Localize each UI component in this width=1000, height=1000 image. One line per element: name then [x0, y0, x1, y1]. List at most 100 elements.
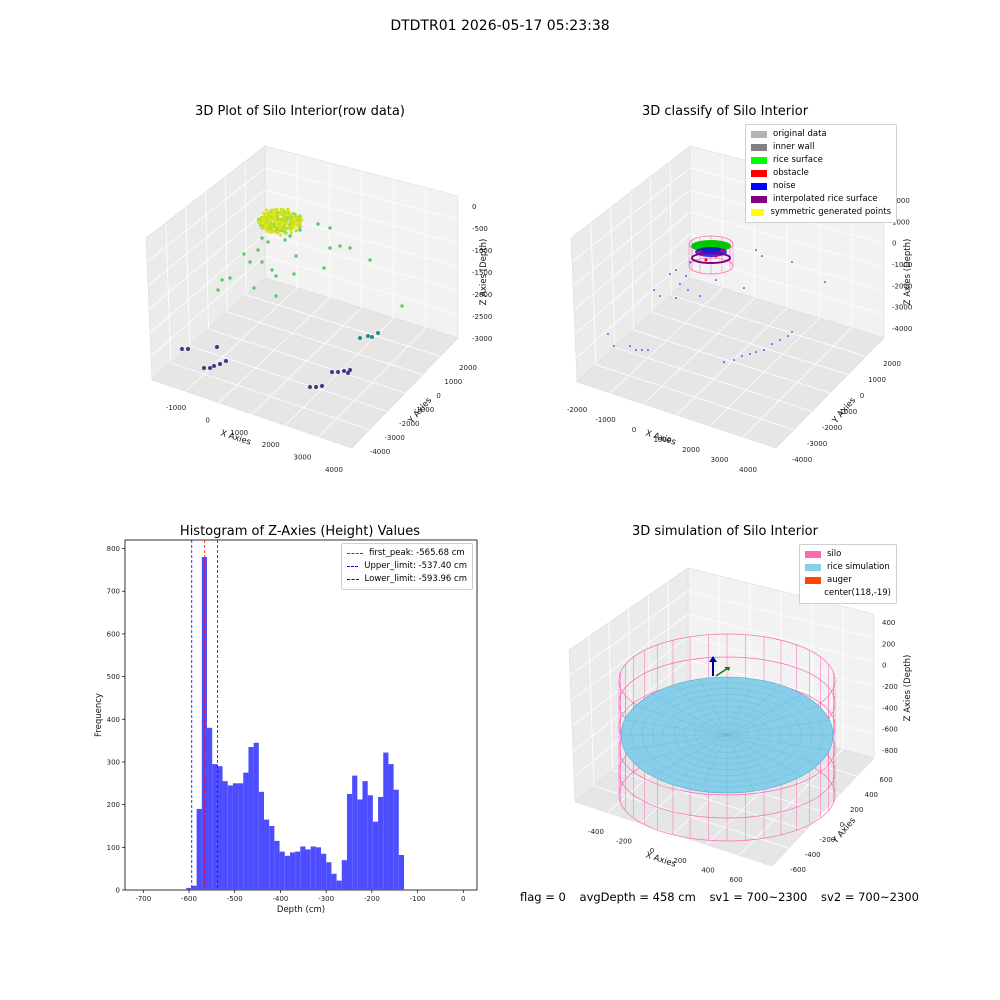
raw-x-tick: 2000	[262, 441, 280, 449]
cls-noise-point	[675, 269, 677, 271]
cls-noise-point	[791, 261, 793, 263]
histogram-ytick-label: 0	[116, 887, 120, 895]
histogram-legend-label: first_peak: -565.68 cm	[369, 547, 465, 560]
histogram-bar	[337, 881, 342, 890]
histogram-bar	[378, 797, 383, 890]
simulation-legend-label: rice simulation	[827, 561, 890, 574]
histogram-bar	[191, 886, 196, 890]
raw-point	[216, 288, 219, 291]
cls-y-tick: -2000	[822, 424, 842, 432]
raw-point	[316, 222, 319, 225]
cls-noise-point	[635, 349, 637, 351]
histogram-bar	[295, 852, 300, 890]
simulation-legend-label: auger	[827, 574, 852, 587]
cls-x-tick: 2000	[682, 446, 700, 454]
raw-z-tick: -3000	[472, 335, 492, 343]
raw-y-tick: 2000	[459, 364, 477, 372]
sv1-text: sv1 = 700~2300	[709, 890, 807, 904]
simulation-legend-swatch	[805, 577, 821, 584]
raw-point	[283, 238, 286, 241]
histogram-bar	[280, 852, 285, 890]
classify-legend-label: noise	[773, 180, 796, 193]
raw-point	[289, 221, 292, 224]
sim-z-label: Z Axies (Depth)	[903, 655, 913, 722]
histogram-legend-swatch	[347, 553, 363, 554]
cls-noise-point	[629, 345, 631, 347]
histogram-bar	[212, 764, 217, 890]
simulation-legend: silo rice simulation auger center(118,-19)	[799, 544, 897, 604]
raw-point	[266, 240, 269, 243]
histogram-ytick-label: 400	[107, 716, 120, 724]
raw-point	[282, 212, 285, 215]
classify-legend-label: interpolated rice surface	[773, 193, 878, 206]
classify-legend-item: rice surface	[751, 154, 891, 167]
classify-legend-item: original data	[751, 128, 891, 141]
raw-point	[270, 268, 273, 271]
cls-obstacle-point	[699, 251, 702, 254]
cls-obstacle-point	[715, 255, 718, 258]
raw-x-tick: 4000	[325, 466, 343, 474]
histogram-bar	[394, 790, 399, 890]
sim-z-tick: -600	[882, 726, 898, 734]
classify-legend-swatch	[751, 209, 764, 216]
raw-z-tick: 0	[472, 203, 476, 211]
raw-point	[215, 345, 219, 349]
raw-point	[298, 214, 301, 217]
raw-point	[358, 336, 362, 340]
cls-noise-point	[607, 333, 609, 335]
raw-point	[328, 246, 331, 249]
histogram-xtick-label: -600	[181, 895, 197, 903]
raw-point	[208, 366, 212, 370]
raw-y-tick: -4000	[370, 448, 390, 456]
cls-noise-point	[679, 283, 681, 285]
sim-x-tick: -200	[616, 838, 632, 846]
classify-legend-item: symmetric generated points	[751, 206, 891, 219]
raw-point	[279, 229, 282, 232]
raw-point	[212, 364, 216, 368]
raw-point	[202, 366, 206, 370]
raw-point	[283, 218, 286, 221]
sim-y-tick: -600	[790, 866, 806, 874]
sv2-text: sv2 = 700~2300	[821, 890, 919, 904]
cls-x-tick: 0	[632, 426, 636, 434]
raw-point	[376, 331, 380, 335]
cls-x-tick: -2000	[567, 406, 587, 414]
raw-point	[284, 226, 287, 229]
classify-legend-swatch	[751, 157, 767, 164]
sim-y-tick: 200	[850, 806, 863, 814]
raw-point	[273, 209, 276, 212]
raw-z-tick: -2500	[472, 313, 492, 321]
raw-point	[322, 266, 325, 269]
raw-point	[256, 248, 259, 251]
histogram-frame	[125, 540, 477, 890]
raw-point	[294, 218, 297, 221]
sim-x-label: X Axies	[644, 850, 677, 869]
status-footer: flag = 0 avgDepth = 458 cm sv1 = 700~230…	[520, 890, 929, 904]
cls-noise-point	[755, 249, 757, 251]
histogram-bar	[326, 862, 331, 890]
raw-point	[276, 224, 279, 227]
histogram-ytick-label: 800	[107, 545, 120, 553]
simulation-legend-swatch	[805, 564, 821, 571]
histogram-ytick-label: 300	[107, 758, 120, 766]
histogram-bar	[248, 747, 253, 890]
raw-point	[269, 221, 272, 224]
raw-point	[180, 347, 184, 351]
histogram-bar	[259, 792, 264, 890]
raw-point	[260, 236, 263, 239]
raw-point	[289, 217, 292, 220]
cls-noise-point	[771, 343, 773, 345]
histogram-legend-item: Lower_limit: -593.96 cm	[347, 573, 467, 586]
cls-noise-point	[653, 289, 655, 291]
histogram-xtick-label: -300	[318, 895, 334, 903]
raw-point	[274, 274, 277, 277]
cls-noise-point	[749, 353, 751, 355]
classify-legend-swatch	[751, 144, 767, 151]
histogram-bar	[238, 783, 243, 890]
histogram-bar	[233, 783, 238, 890]
simulation-legend-item: rice simulation	[805, 561, 891, 574]
raw-point	[263, 215, 266, 218]
raw-point	[342, 369, 346, 373]
raw-point	[336, 370, 340, 374]
raw-point	[346, 371, 350, 375]
